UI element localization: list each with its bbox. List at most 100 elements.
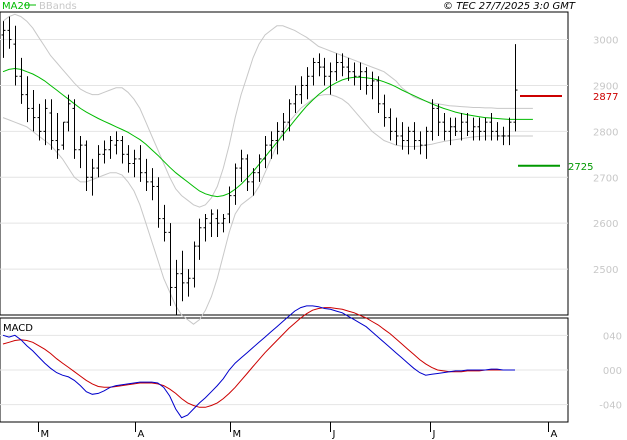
ohlc-bar (513, 44, 518, 132)
ohlc-bar (197, 218, 202, 260)
ohlc-bar (448, 117, 453, 146)
ohlc-bar (13, 25, 18, 86)
ohlc-bar (43, 99, 48, 146)
ohlc-bar (78, 135, 83, 169)
ohlc-bar (352, 62, 357, 86)
price-tick-label: 2600 (593, 219, 618, 230)
ohlc-bar (174, 259, 179, 315)
macd-panel-label: MACD (3, 323, 33, 334)
ohlc-bar (358, 62, 363, 91)
legend-ma-label: MA20 (2, 1, 30, 12)
ohlc-bar (436, 103, 441, 136)
price-tick-label: 2700 (593, 173, 618, 184)
ohlc-bar (412, 122, 417, 150)
ohlc-bar (263, 135, 268, 169)
legend-bbands-label: BBands (39, 1, 77, 12)
x-tick-label: A (551, 429, 558, 440)
ohlc-bar (162, 204, 167, 242)
macd-tick-label: 000 (603, 366, 622, 377)
ohlc-bar (471, 117, 476, 141)
ohlc-bar (364, 67, 369, 95)
ohlc-bar (275, 122, 280, 155)
macd-signal-line (2, 307, 515, 408)
ohlc-bar (150, 168, 155, 201)
ohlc-bar (322, 57, 327, 86)
ma20-line (2, 67, 533, 198)
ohlc-bar (305, 67, 310, 100)
ohlc-bar (406, 126, 411, 155)
resistance-label: 2877 (593, 92, 618, 103)
ohlc-bar (317, 53, 322, 77)
x-tick-label: J (332, 429, 336, 440)
ohlc-bar (269, 131, 274, 159)
ohlc-bar (340, 53, 345, 77)
ohlc-bar (180, 250, 185, 302)
ohlc-bar (61, 121, 66, 150)
ohlc-bar (31, 90, 36, 132)
ohlc-bar (453, 117, 458, 136)
bband-upper-line (2, 13, 533, 208)
ohlc-bar (346, 57, 351, 81)
ohlc-bar (126, 145, 131, 173)
ohlc-bar (96, 145, 101, 178)
ohlc-bar (7, 16, 12, 49)
ohlc-bar (221, 214, 226, 233)
ohlc-bar (203, 214, 208, 242)
ohlc-bar (293, 85, 298, 113)
ohlc-bar (430, 99, 435, 141)
ohlc-bar (132, 149, 137, 178)
ohlc-bar (156, 177, 161, 228)
ohlc-bar (257, 154, 262, 182)
ohlc-bar (120, 135, 125, 164)
ohlc-bar (400, 122, 405, 150)
price-tick-label: 2800 (593, 127, 618, 138)
ohlc-bar (19, 57, 24, 104)
ohlc-bar (233, 163, 238, 205)
ohlc-bar (299, 76, 304, 104)
ohlc-bar (245, 154, 250, 192)
x-tick-label: A (138, 429, 145, 440)
x-tick-label: J (432, 429, 436, 440)
ohlc-bar (483, 117, 488, 141)
ohlc-bar (114, 131, 119, 155)
ohlc-bar (465, 113, 470, 136)
ohlc-bar (144, 158, 149, 192)
ohlc-bar (507, 117, 512, 146)
macd-tick-label: 040 (603, 331, 622, 342)
ohlc-bar (49, 99, 54, 150)
ohlc-bar (168, 223, 173, 306)
ohlc-bar (209, 209, 214, 237)
ohlc-bar (108, 135, 113, 159)
ohlc-bar (84, 140, 89, 192)
ohlc-bar (394, 117, 399, 146)
ohlc-bar (311, 57, 316, 86)
price-tick-label: 3000 (593, 36, 618, 47)
ohlc-bar (138, 145, 143, 182)
ohlc-bar (227, 186, 232, 224)
ohlc-bar (495, 122, 500, 141)
ohlc-bar (382, 94, 387, 127)
ohlc-bar (477, 117, 482, 141)
ohlc-bar (442, 113, 447, 141)
ohlc-bar (55, 113, 60, 159)
macd-tick-label: -040 (599, 401, 622, 412)
price-tick-label: 2500 (593, 265, 618, 276)
ohlc-bar (251, 168, 256, 196)
ohlc-bar (1, 21, 6, 58)
ohlc-bar (186, 269, 191, 297)
ohlc-bar (459, 113, 464, 141)
ohlc-bar (328, 62, 333, 95)
ohlc-bar (418, 131, 423, 155)
ohlc-bar (489, 113, 494, 141)
support-label: 2725 (568, 162, 593, 173)
bband-lower-line (2, 94, 533, 325)
ohlc-bar (215, 209, 220, 237)
ohlc-bar (287, 99, 292, 132)
macd-line (2, 305, 515, 419)
ohlc-bar (501, 126, 506, 146)
price-tick-label: 2900 (593, 81, 618, 92)
ohlc-bar (90, 158, 95, 196)
ohlc-bar (334, 53, 339, 81)
ohlc-bar (376, 76, 381, 113)
